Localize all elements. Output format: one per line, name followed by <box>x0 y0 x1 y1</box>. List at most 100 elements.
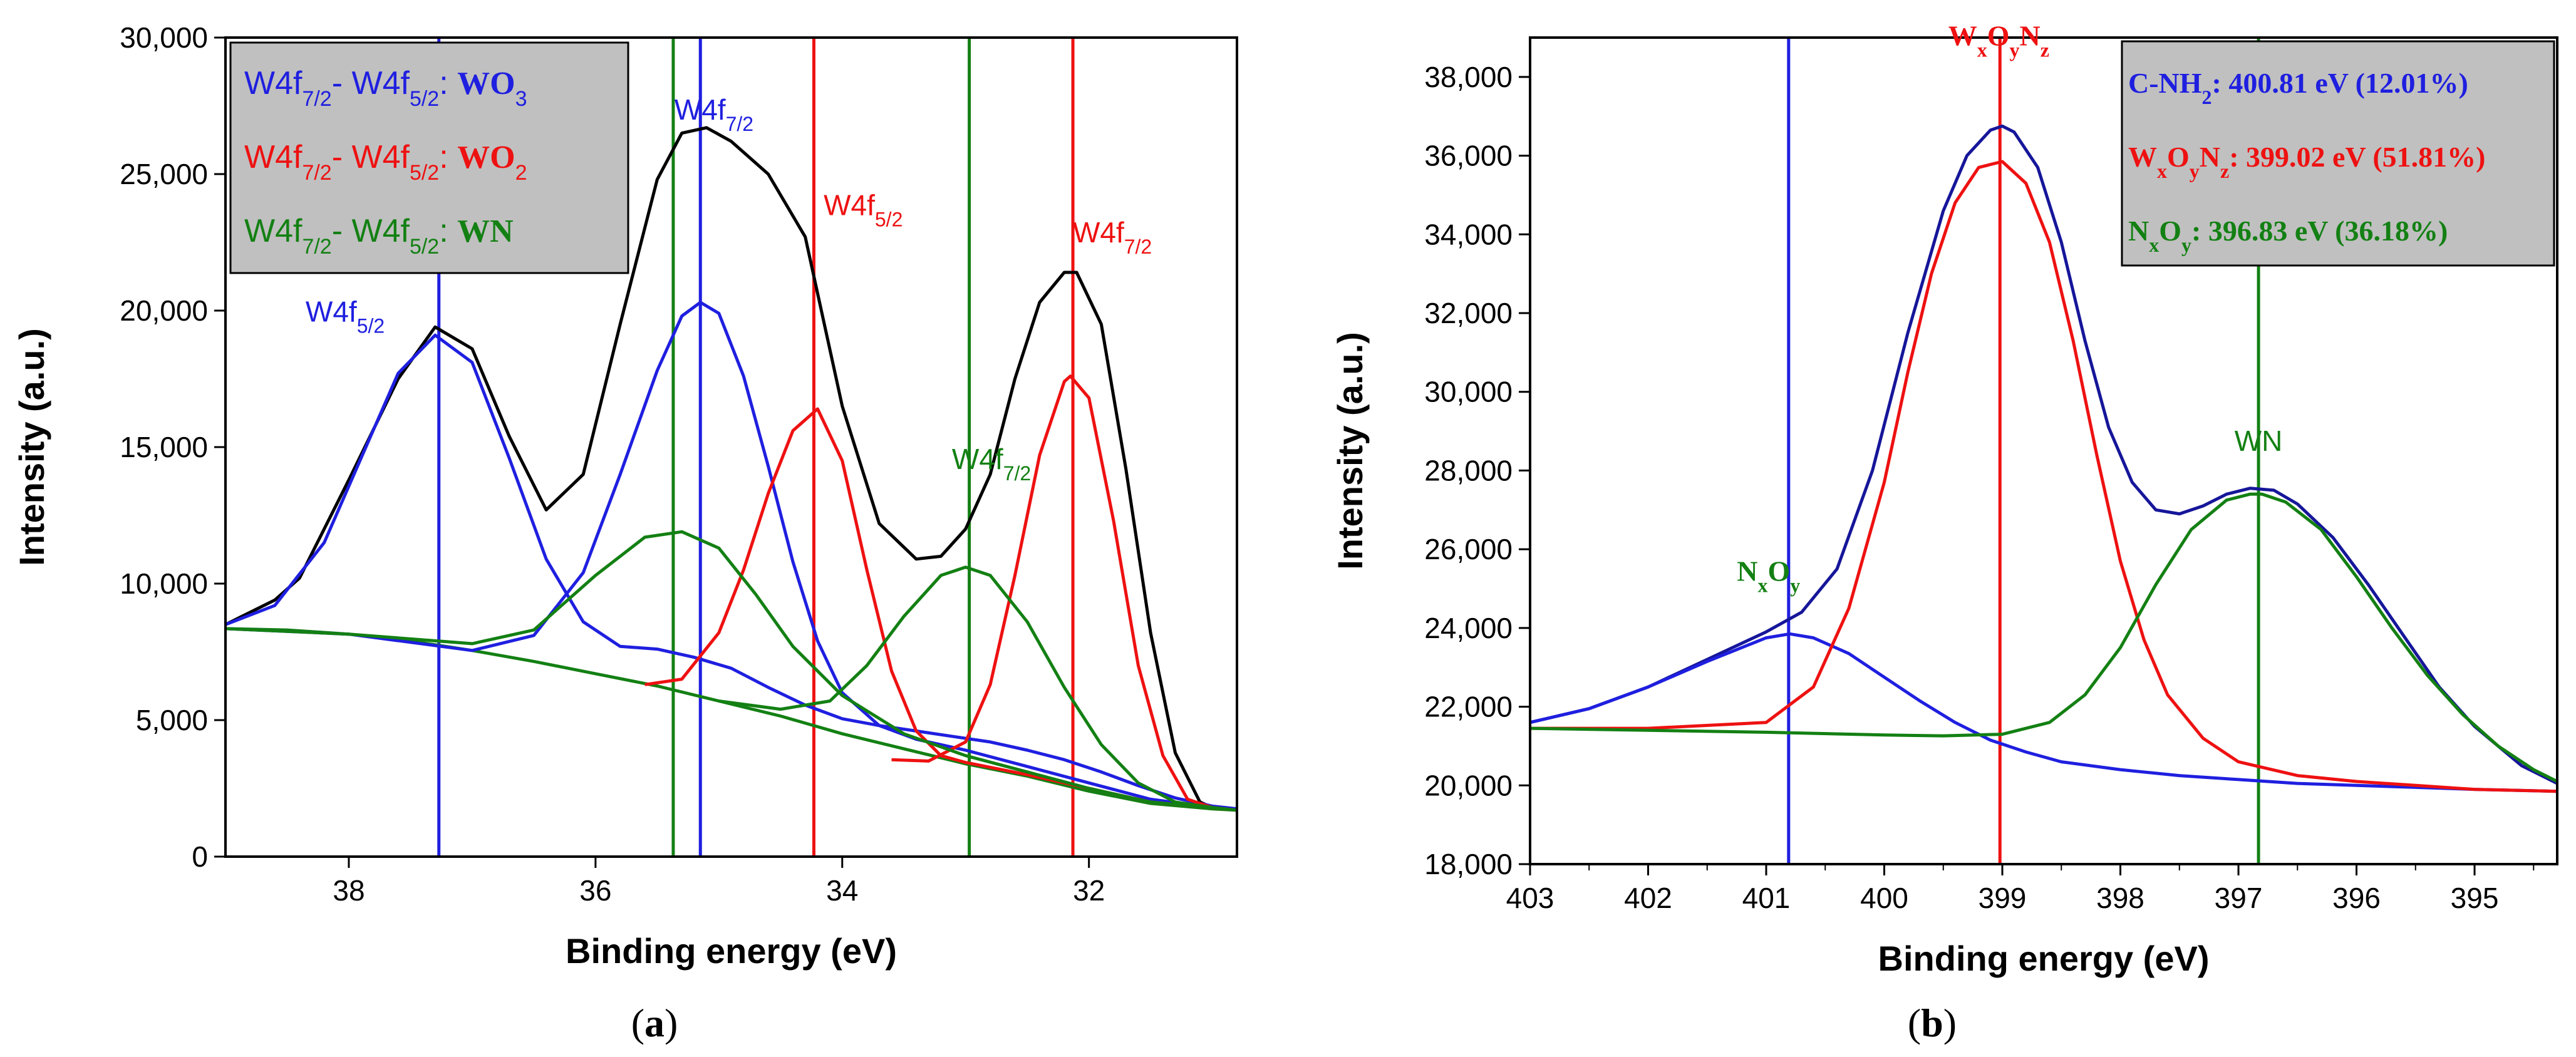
caption-paren: ) <box>665 1001 678 1045</box>
y-tick-label: 32,000 <box>1424 297 1513 329</box>
series-line <box>718 565 1237 812</box>
y-tick-label: 30,000 <box>120 21 208 54</box>
series-line <box>225 530 1237 812</box>
subscript: 2 <box>2202 86 2212 108</box>
text-span: : <box>439 139 457 175</box>
text-span: C-NH <box>2128 67 2202 99</box>
subscript: y <box>2181 234 2191 256</box>
y-tick-label: 30,000 <box>1424 376 1513 408</box>
peak-label: WN <box>2235 425 2283 457</box>
text-span: W4f <box>244 213 303 249</box>
x-tick-label: 403 <box>1506 882 1554 914</box>
plot-frame <box>1529 36 2558 865</box>
text-span: W4f <box>244 65 303 101</box>
legend-compound-sub: 2 <box>515 161 527 185</box>
legend-compound: WN <box>457 214 514 249</box>
legend-compound-sub: 3 <box>515 87 527 111</box>
subscript: y <box>2010 39 2020 61</box>
subscript: x <box>1758 574 1768 596</box>
legend-value: : 399.02 eV (51.81%) <box>2229 141 2485 173</box>
x-tick-label: 401 <box>1742 882 1791 914</box>
subscript: z <box>2220 160 2229 182</box>
peak-label-main: W4f <box>952 443 1003 475</box>
x-tick-label: 36 <box>579 874 611 907</box>
peak-label: W4f7/2 <box>1073 216 1152 258</box>
plot-frame <box>224 36 1238 858</box>
text-span: O <box>2167 141 2190 173</box>
subscript: z <box>2041 39 2049 61</box>
x-tick-label: 395 <box>2451 882 2499 914</box>
legend-box <box>229 41 629 274</box>
legend: C-NH2: 400.81 eV (12.01%) WxOyNz: 399.02 … <box>2121 40 2555 267</box>
subscript: 5/2 <box>410 235 439 259</box>
y-tick-label: 0 <box>192 840 208 873</box>
panel-caption: (b) <box>1908 1001 1957 1045</box>
y-tick-label: 25,000 <box>120 158 208 190</box>
panel-b: 403 402 401 400 399 398 397 396 395 18,000 20,000 2… <box>1330 20 2558 1045</box>
y-tick-label: 15,000 <box>120 431 208 463</box>
legend-entry: W4f7/2- W4f5/2: WO2 <box>244 139 527 185</box>
x-tick-label: 38 <box>333 874 365 907</box>
panel-a: 38 36 34 3205,00010,00015,00020,00025,00030… <box>12 21 1238 1045</box>
caption-paren: ( <box>631 1001 644 1045</box>
x-tick-label: 398 <box>2096 882 2144 914</box>
text-span: O <box>1987 20 2010 52</box>
y-axis-title: Intensity (a.u.) <box>1330 332 1370 570</box>
legend-entry: NxOy: 396.83 eV (36.18%) <box>2128 215 2448 256</box>
y-tick-label: 34,000 <box>1424 218 1513 250</box>
peak-label-main: W4f <box>1073 216 1124 249</box>
peak-label: W4f7/2 <box>675 93 753 135</box>
y-tick-label: 24,000 <box>1424 612 1513 644</box>
peak-label-sub: 5/2 <box>357 314 385 337</box>
peak-label: WxOyNz <box>1948 20 2049 61</box>
text-span: N <box>2200 141 2220 173</box>
y-tick-label: 18,000 <box>1424 848 1513 880</box>
series-line <box>1530 632 2557 793</box>
y-tick-label: 10,000 <box>120 567 208 600</box>
series-line <box>1530 160 2557 793</box>
subscript: 7/2 <box>302 87 331 111</box>
peak-label: W4f5/2 <box>824 188 903 230</box>
text-span: - W4f <box>332 65 410 101</box>
series-line <box>1530 124 2557 785</box>
peak-label-main: WN <box>2235 425 2283 457</box>
x-tick-label: 34 <box>826 874 858 907</box>
peak-label-sub: 5/2 <box>875 208 903 230</box>
peak-label-sub: 7/2 <box>1003 462 1031 485</box>
peak-label-sub: 7/2 <box>726 113 753 135</box>
caption-letter: a <box>644 1001 665 1045</box>
text-span: : <box>439 65 457 101</box>
curves <box>225 126 1237 812</box>
series-line <box>225 301 1237 812</box>
x-tick-label: 397 <box>2215 882 2263 914</box>
text-span: N <box>2128 215 2149 247</box>
text-span: O <box>2159 215 2181 247</box>
panel-caption: (a) <box>631 1001 678 1045</box>
caption-paren: ( <box>1908 1001 1921 1045</box>
legend-compound: WO <box>457 140 515 175</box>
y-tick-label: 38,000 <box>1424 61 1513 93</box>
peak-label-main: W4f <box>306 295 357 327</box>
peak-label-main: W4f <box>675 93 726 126</box>
curves <box>1530 124 2557 793</box>
legend-entry: WxOyNz: 399.02 eV (51.81%) <box>2128 141 2485 182</box>
text-span: W4f <box>244 139 303 175</box>
text-span: - W4f <box>332 139 410 175</box>
y-axis-title: Intensity (a.u.) <box>12 328 51 566</box>
legend-compound: WO <box>457 66 515 101</box>
y-tick-label: 36,000 <box>1424 140 1513 172</box>
subscript: x <box>1977 39 1987 61</box>
legend-box <box>2121 40 2555 267</box>
legend-entry: C-NH2: 400.81 eV (12.01%) <box>2128 67 2468 108</box>
x-tick-label: 32 <box>1073 874 1105 907</box>
subscript: 7/2 <box>302 235 331 259</box>
subscript: 5/2 <box>410 87 439 111</box>
x-axis-title: Binding energy (eV) <box>566 931 897 971</box>
legend-value: : 396.83 eV (36.18%) <box>2191 215 2448 247</box>
y-tick-label: 20,000 <box>1424 769 1513 802</box>
y-tick-label: 26,000 <box>1424 533 1513 565</box>
y-tick-label: 22,000 <box>1424 691 1513 723</box>
